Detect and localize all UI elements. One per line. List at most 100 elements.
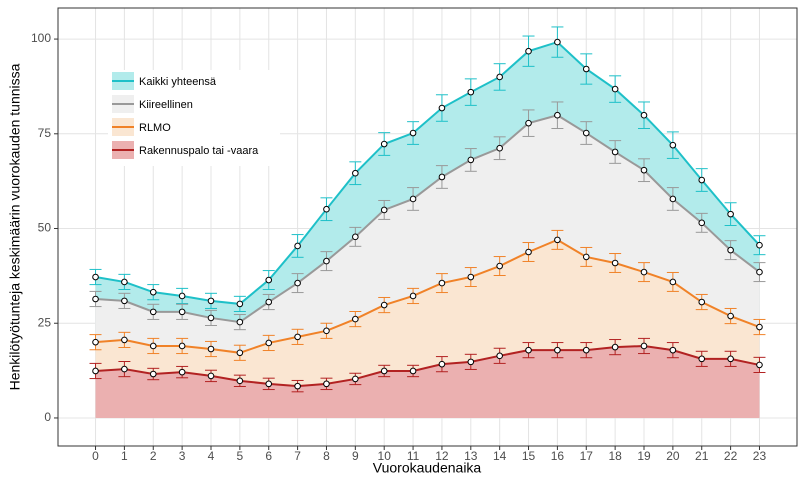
point bbox=[698, 219, 706, 227]
point bbox=[409, 195, 417, 203]
point bbox=[756, 323, 763, 331]
point bbox=[525, 119, 532, 127]
y-tick-label: 25 bbox=[38, 315, 52, 329]
x-tick-label: 18 bbox=[608, 449, 622, 463]
point bbox=[236, 318, 244, 326]
point bbox=[207, 345, 215, 353]
point bbox=[611, 343, 619, 351]
x-axis-title: Vuorokaudenaika bbox=[373, 460, 482, 476]
point bbox=[323, 380, 330, 388]
x-tick-label: 19 bbox=[637, 449, 651, 463]
legend-label: Kiireellinen bbox=[139, 99, 193, 111]
x-tick-label: 2 bbox=[150, 449, 157, 463]
point bbox=[467, 358, 475, 366]
point bbox=[727, 210, 734, 218]
legend-box bbox=[108, 70, 280, 166]
x-tick-label: 15 bbox=[522, 449, 536, 463]
point bbox=[525, 47, 532, 55]
point bbox=[756, 361, 763, 369]
point bbox=[727, 246, 734, 254]
point bbox=[149, 308, 157, 316]
point bbox=[121, 297, 128, 305]
point bbox=[178, 308, 186, 316]
point bbox=[380, 140, 388, 148]
point bbox=[178, 342, 186, 350]
line bbox=[95, 344, 760, 388]
point bbox=[698, 298, 706, 306]
x-tick-label: 21 bbox=[695, 449, 709, 463]
point bbox=[467, 88, 475, 96]
point bbox=[582, 346, 590, 354]
point bbox=[727, 312, 734, 320]
point bbox=[323, 327, 330, 335]
point bbox=[467, 273, 475, 281]
point bbox=[756, 241, 763, 249]
x-tick-label: 5 bbox=[237, 449, 244, 463]
point bbox=[698, 355, 706, 363]
point bbox=[438, 279, 446, 287]
point bbox=[611, 148, 619, 156]
x-tick-label: 16 bbox=[551, 449, 565, 463]
point bbox=[236, 377, 244, 385]
point bbox=[380, 206, 388, 214]
x-tick-label: 6 bbox=[265, 449, 272, 463]
line bbox=[95, 114, 761, 324]
point bbox=[554, 346, 561, 354]
y-tick-label: 75 bbox=[38, 126, 52, 140]
y-tick-label: 0 bbox=[44, 410, 51, 424]
x-tick-label: 4 bbox=[208, 449, 215, 463]
point bbox=[207, 297, 215, 305]
x-tick-label: 8 bbox=[323, 449, 330, 463]
point bbox=[409, 367, 417, 375]
point bbox=[409, 129, 417, 137]
point bbox=[121, 278, 128, 286]
point bbox=[236, 300, 244, 308]
point bbox=[640, 166, 648, 174]
x-tick-label: 9 bbox=[352, 449, 359, 463]
point bbox=[582, 65, 590, 73]
point bbox=[669, 195, 677, 203]
point bbox=[352, 169, 359, 177]
point bbox=[611, 259, 619, 267]
point bbox=[323, 205, 330, 213]
x-tick-label: 7 bbox=[294, 449, 301, 463]
point bbox=[698, 176, 706, 184]
point bbox=[554, 236, 561, 244]
point bbox=[265, 380, 273, 388]
point bbox=[149, 288, 157, 296]
point bbox=[611, 85, 619, 93]
point bbox=[467, 156, 475, 164]
point bbox=[265, 339, 273, 347]
y-tick-label: 50 bbox=[38, 221, 52, 235]
x-tick-label: 1 bbox=[121, 449, 128, 463]
x-tick-label: 22 bbox=[724, 449, 738, 463]
line bbox=[95, 238, 760, 354]
point bbox=[294, 279, 301, 287]
point bbox=[92, 273, 99, 281]
x-tick-label: 17 bbox=[580, 449, 594, 463]
point bbox=[496, 73, 503, 81]
x-tick-label: 11 bbox=[407, 449, 420, 463]
point bbox=[92, 367, 99, 375]
legend-label: Kaikki yhteensä bbox=[139, 76, 217, 88]
legend-label: RLMO bbox=[139, 122, 171, 134]
point bbox=[669, 346, 677, 354]
point bbox=[323, 257, 330, 265]
point bbox=[294, 242, 301, 250]
point bbox=[727, 355, 734, 363]
point bbox=[380, 367, 388, 375]
point bbox=[207, 372, 215, 380]
point bbox=[149, 370, 157, 378]
point bbox=[207, 314, 215, 322]
line bbox=[95, 40, 761, 305]
point bbox=[640, 268, 648, 276]
point bbox=[352, 375, 359, 383]
point bbox=[496, 262, 503, 270]
x-tick-label: 12 bbox=[435, 449, 449, 463]
area bbox=[95, 345, 760, 418]
y-axis-title: Henkilötyötunteja keskimäärin vuorokaude… bbox=[7, 63, 23, 390]
point bbox=[294, 382, 301, 390]
y-tick-label: 100 bbox=[31, 31, 51, 45]
